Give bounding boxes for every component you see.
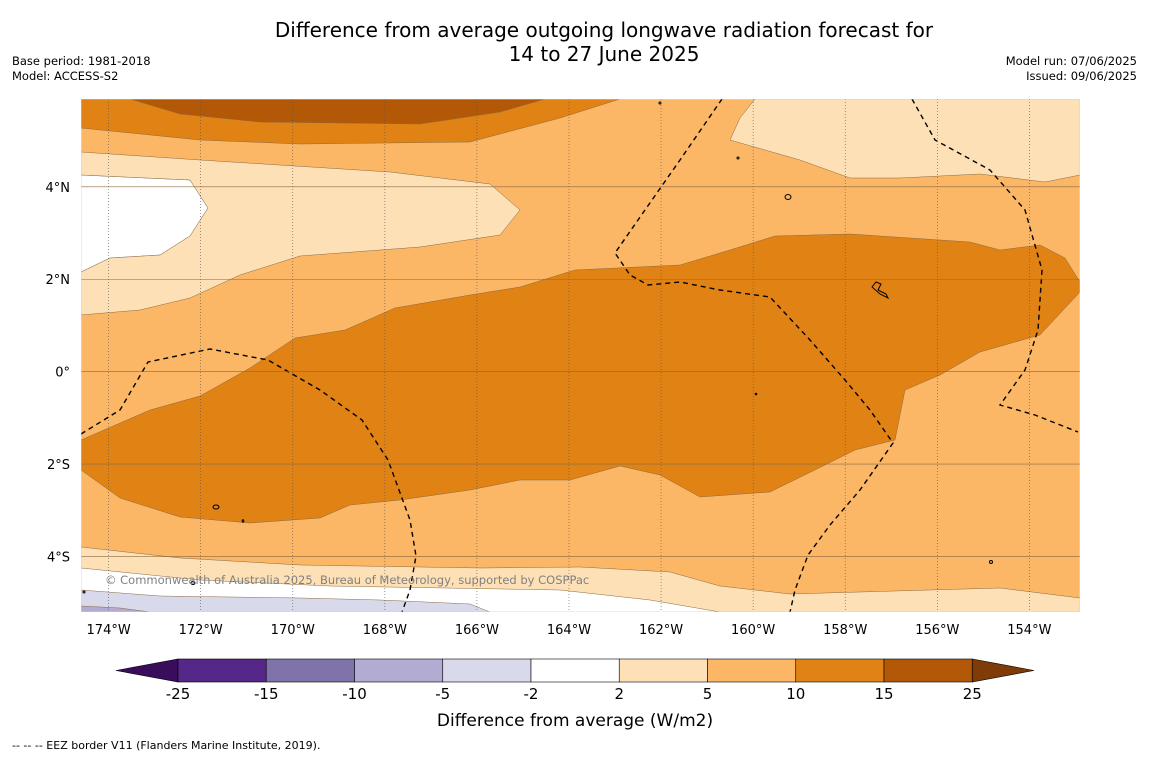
colorbar-tick-label: 5	[703, 685, 713, 703]
longitude-tick-label: 172°W	[179, 623, 223, 638]
colorbar-boxes	[115, 658, 1035, 683]
colorbar-box	[883, 658, 973, 683]
chart-title: Difference from average outgoing longwav…	[0, 18, 1150, 66]
longitude-tick-label: 170°W	[271, 623, 315, 638]
colorbar-box	[442, 658, 532, 683]
latitude-tick-label: 4°S	[47, 551, 70, 566]
colorbar-tick-label: -15	[254, 685, 279, 703]
map-grid	[81, 99, 1080, 612]
longitude-tick-label: 166°W	[455, 623, 499, 638]
colorbar-tick-labels: -25 -15 -10 -5 -2 2 5 10 15 25	[166, 685, 982, 703]
colorbar-tick-label: -5	[435, 685, 450, 703]
colorbar-box	[707, 658, 797, 683]
band-neg-5-10-south	[81, 605, 151, 612]
issued-date: Issued: 09/06/2025	[1026, 69, 1137, 83]
islands	[82, 101, 993, 594]
colorbar-tick-label: -10	[342, 685, 367, 703]
longitude-tick-label: 174°W	[87, 623, 131, 638]
colorbar-tick-label: 15	[874, 685, 893, 703]
map-plot-area: © Commonwealth of Australia 2025, Bureau…	[81, 99, 1080, 612]
band-neg-2-5-south	[81, 589, 491, 612]
colorbar-box	[354, 658, 444, 683]
band-2-5-northeast	[729, 99, 1080, 183]
colorbar-tick-label: 2	[614, 685, 624, 703]
longitude-tick-label: 158°W	[823, 623, 867, 638]
model-name: Model: ACCESS-S2	[12, 69, 119, 83]
colorbar-extend-max	[971, 658, 1035, 683]
longitude-tick-label: 168°W	[363, 623, 407, 638]
colorbar-box	[265, 658, 355, 683]
latitude-tick-label: 2°N	[46, 273, 71, 288]
meta-left: Base period: 1981-2018 Model: ACCESS-S2	[12, 54, 151, 84]
longitude-tick-label: 164°W	[547, 623, 591, 638]
map-frame	[80, 98, 1081, 613]
colorbar-tick-label: 25	[963, 685, 982, 703]
colorbar-box	[618, 658, 708, 683]
latitude-tick-label: 2°S	[47, 458, 70, 473]
chart-title-line2: 14 to 27 June 2025	[508, 42, 700, 66]
latitude-tick-label: 0°	[55, 366, 70, 381]
footer-legend-note: -- -- -- EEZ border V11 (Flanders Marine…	[12, 739, 321, 752]
colorbar-extend-min	[115, 658, 179, 683]
longitude-tick-label: 162°W	[639, 623, 683, 638]
colorbar-box	[530, 658, 620, 683]
colorbar-tick-label: -2	[524, 685, 539, 703]
longitude-axis: 174°W 172°W 170°W 168°W 166°W 164°W 162°W 160°W…	[87, 623, 1052, 638]
chart-title-line1: Difference from average outgoing longwav…	[274, 18, 934, 42]
colorbar-tick-label: -25	[166, 685, 191, 703]
colorbar-label: Difference from average (W/m2)	[437, 711, 713, 731]
copyright-notice: © Commonwealth of Australia 2025, Bureau…	[105, 573, 589, 587]
longitude-tick-label: 160°W	[731, 623, 775, 638]
band-10-15-central	[81, 233, 1080, 524]
colorbar-box	[177, 658, 267, 683]
longitude-tick-label: 156°W	[915, 623, 959, 638]
latitude-tick-label: 4°N	[46, 181, 71, 196]
model-run: Model run: 07/06/2025	[1005, 54, 1137, 68]
eez-borders	[81, 99, 1079, 612]
base-period: Base period: 1981-2018	[12, 54, 151, 68]
band-2-5-northwest	[81, 151, 521, 316]
colorbar-box	[795, 658, 885, 683]
meta-right: Model run: 07/06/2025 Issued: 09/06/2025	[1006, 54, 1137, 84]
latitude-axis: 4°N 2°N 0° 2°S 4°S	[46, 181, 71, 566]
colorbar: -25 -15 -10 -5 -2 2 5 10 15 25 Difference from av…	[115, 658, 1035, 731]
colorbar-tick-label: 10	[786, 685, 805, 703]
band-15-25-top	[129, 99, 546, 125]
longitude-tick-label: 154°W	[1007, 623, 1051, 638]
